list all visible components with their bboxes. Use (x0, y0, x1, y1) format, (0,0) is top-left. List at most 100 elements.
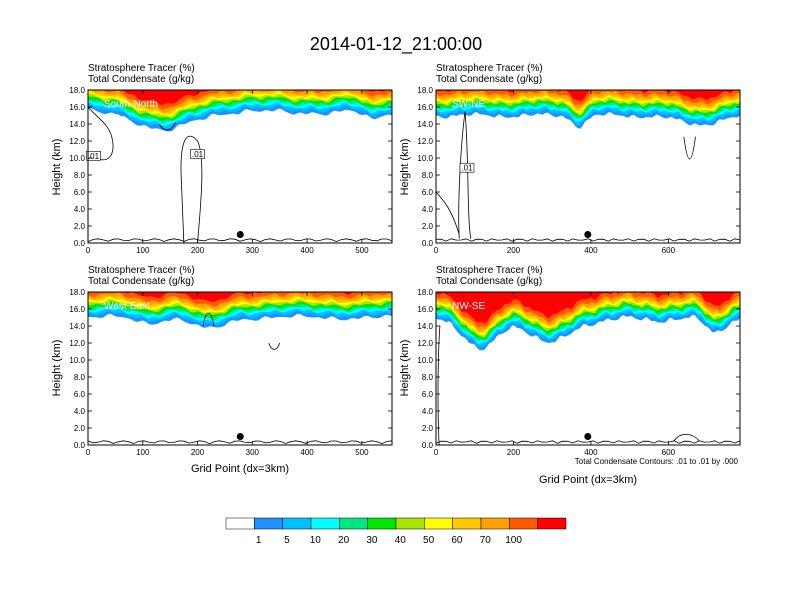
x-tick-label: 0 (86, 448, 91, 457)
panel-label: SW-NE (452, 99, 485, 110)
colorbar-swatch (480, 517, 510, 530)
colorbar-swatch (282, 517, 312, 530)
plot-frame (435, 89, 741, 244)
contour-line (268, 342, 281, 350)
condensate-contours (436, 325, 740, 445)
x-tick-label: 500 (355, 246, 369, 255)
panel-header-line1: Stratosphere Tracer (%) (88, 265, 195, 276)
contour-label: .01 (461, 164, 473, 173)
contour-label-box (459, 162, 475, 173)
condensate-contours (88, 312, 392, 445)
x-tick-label: 600 (662, 448, 676, 457)
x-tick-label: 100 (136, 246, 150, 255)
tracer-field (88, 90, 392, 132)
colorbar: 1 5 10 20 30 40 50 60 70 100 (225, 517, 567, 546)
colorbar-label: 100 (505, 535, 522, 546)
y-tick-label: 18.0 (69, 288, 85, 297)
colorbar-label: 20 (338, 535, 350, 546)
y-tick-label: 4.0 (422, 407, 434, 416)
x-tick-label: 400 (584, 448, 598, 457)
y-tick-label: 10.0 (417, 154, 433, 163)
panel-header-line2: Total Condensate (g/kg) (88, 74, 194, 85)
y-tick-label: 2.0 (422, 424, 434, 433)
panel-header-line2: Total Condensate (g/kg) (436, 276, 542, 287)
location-marker (584, 231, 592, 238)
y-tick-label: 6.0 (74, 390, 86, 399)
tracer-band-10 (88, 90, 392, 106)
x-tick-label: 200 (507, 246, 521, 255)
y-tick-label: 16.0 (69, 305, 85, 314)
x-tick-label: 300 (246, 448, 260, 457)
x-tick-label: 400 (300, 246, 314, 255)
y-tick-label: 12.0 (417, 339, 433, 348)
y-tick-label: 0.0 (422, 441, 434, 450)
colorbar-swatch (225, 517, 255, 530)
y-tick-label: 6.0 (74, 188, 86, 197)
x-tick-label: 200 (191, 448, 205, 457)
panel-south-north: Stratosphere Tracer (%) Total Condensate… (51, 63, 393, 255)
tracer-band-10 (88, 292, 392, 303)
panel-west-east: Stratosphere Tracer (%) Total Condensate… (51, 265, 393, 475)
panel-nw-se: Stratosphere Tracer (%) Total Condensate… (399, 265, 741, 486)
colorbar-swatch (452, 517, 482, 530)
colorbar-swatch (310, 517, 340, 530)
x-tick-label: 200 (191, 246, 205, 255)
colorbar-swatch (254, 517, 283, 530)
y-tick-label: 8.0 (422, 171, 434, 180)
x-axis-label: Grid Point (dx=3km) (191, 463, 289, 475)
plot-frame (435, 291, 741, 446)
x-tick-label: 0 (86, 246, 91, 255)
contour-line (683, 136, 696, 160)
location-marker (584, 433, 592, 440)
y-tick-label: 2.0 (422, 222, 434, 231)
contour-label: .01 (192, 150, 204, 159)
tracer-band-10 (436, 90, 740, 102)
tracer-field (88, 292, 392, 328)
x-tick-label: 600 (662, 246, 676, 255)
colorbar-label: 5 (284, 535, 290, 546)
y-tick-label: 2.0 (74, 222, 86, 231)
y-tick-label: 14.0 (417, 322, 433, 331)
panel-header-line2: Total Condensate (g/kg) (88, 276, 194, 287)
condensate-contours (436, 111, 740, 242)
y-axis-label: Height (km) (399, 139, 411, 196)
condensate-contours (88, 106, 392, 243)
y-tick-label: 4.0 (422, 205, 434, 214)
figure-title: 2014-01-12_21:00:00 (310, 34, 482, 55)
y-tick-label: 6.0 (422, 188, 434, 197)
panel-header-line2: Total Condensate (g/kg) (436, 74, 542, 85)
panel-label: NW-SE (452, 301, 485, 312)
panel-label: South-North (104, 99, 158, 110)
contour-label-box (190, 149, 205, 159)
contour-line (202, 312, 215, 327)
y-tick-label: 16.0 (417, 305, 433, 314)
x-tick-label: 400 (300, 448, 314, 457)
colorbar-label: 50 (423, 535, 435, 546)
panel-header-line1: Stratosphere Tracer (%) (436, 63, 543, 74)
colorbar-swatch (339, 517, 368, 530)
y-tick-label: 10.0 (417, 356, 433, 365)
y-tick-label: 8.0 (74, 373, 86, 382)
contour-line (158, 122, 176, 131)
terrain-contour (436, 440, 740, 444)
colorbar-swatch (367, 517, 397, 530)
colorbar-label: 40 (395, 535, 407, 546)
y-tick-label: 0.0 (422, 239, 434, 248)
colorbar-swatch (509, 517, 538, 530)
colorbar-swatch (424, 517, 453, 530)
y-tick-label: 14.0 (417, 120, 433, 129)
contour-line (673, 433, 700, 442)
panel-header-line1: Stratosphere Tracer (%) (88, 63, 195, 74)
y-axis-label: Height (km) (51, 139, 63, 196)
y-tick-label: 12.0 (417, 137, 433, 146)
tracer-field (436, 292, 740, 351)
terrain-contour (88, 440, 392, 445)
y-tick-label: 10.0 (69, 356, 85, 365)
y-tick-label: 10.0 (69, 154, 85, 163)
y-tick-label: 4.0 (74, 205, 86, 214)
x-tick-label: 200 (507, 448, 521, 457)
colorbar-label: 10 (310, 535, 322, 546)
contour-line (437, 325, 441, 445)
tracer-field (436, 90, 740, 129)
colorbar-label: 30 (366, 535, 378, 546)
